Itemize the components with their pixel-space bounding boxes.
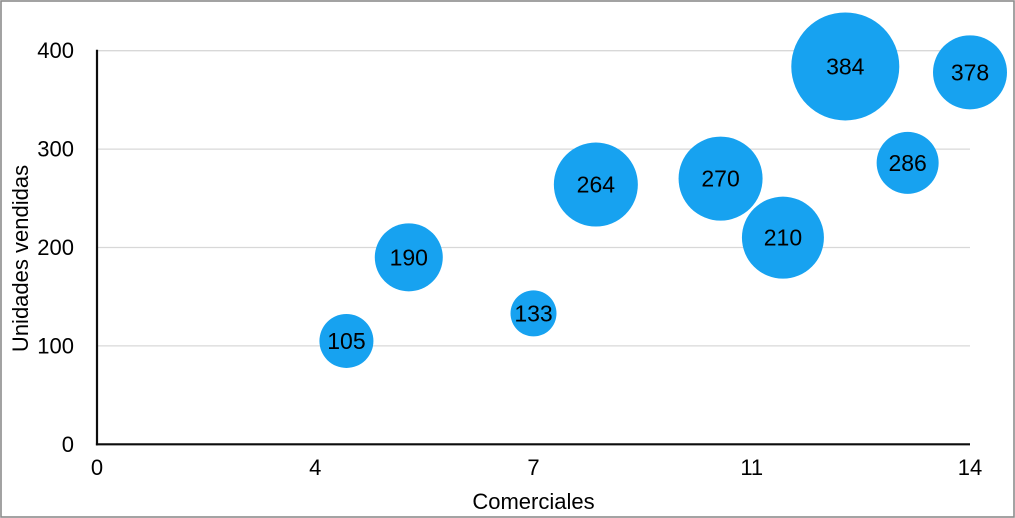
bubble-190[interactable] (374, 223, 443, 292)
y-tick-label-0: 0 (62, 432, 74, 457)
bubble-133[interactable] (510, 290, 557, 337)
bubble-270[interactable] (678, 136, 763, 221)
x-tick-label-4: 4 (309, 455, 321, 480)
bubble-label-190: 190 (390, 244, 428, 270)
x-tick-label-11: 11 (740, 455, 763, 480)
bubble-label-286: 286 (888, 150, 926, 176)
bubble-264[interactable] (553, 142, 638, 227)
y-tick-label-100: 100 (37, 333, 74, 358)
y-tick-label-300: 300 (37, 137, 74, 162)
bubble-label-378: 378 (951, 59, 989, 85)
bubble-105[interactable] (319, 313, 374, 368)
bubble-384[interactable] (791, 12, 900, 121)
x-tick-label-14: 14 (958, 455, 982, 480)
x-tick-label-7: 7 (527, 455, 539, 480)
bubble-label-210: 210 (764, 225, 802, 251)
bubble-label-264: 264 (577, 172, 616, 198)
y-axis-title: Unidades vendidas (8, 165, 33, 352)
x-axis-title: Comerciales (472, 489, 594, 514)
bubble-label-133: 133 (514, 300, 552, 326)
x-tick-label-0: 0 (91, 455, 103, 480)
y-tick-label-400: 400 (37, 38, 74, 63)
bubble-label-105: 105 (327, 328, 365, 354)
bubble-286[interactable] (876, 131, 939, 194)
bubble-label-384: 384 (826, 53, 865, 79)
bubble-378[interactable] (933, 35, 1007, 110)
bubble-210[interactable] (741, 196, 824, 279)
bubble-label-270: 270 (701, 166, 739, 192)
y-tick-label-200: 200 (37, 235, 74, 260)
